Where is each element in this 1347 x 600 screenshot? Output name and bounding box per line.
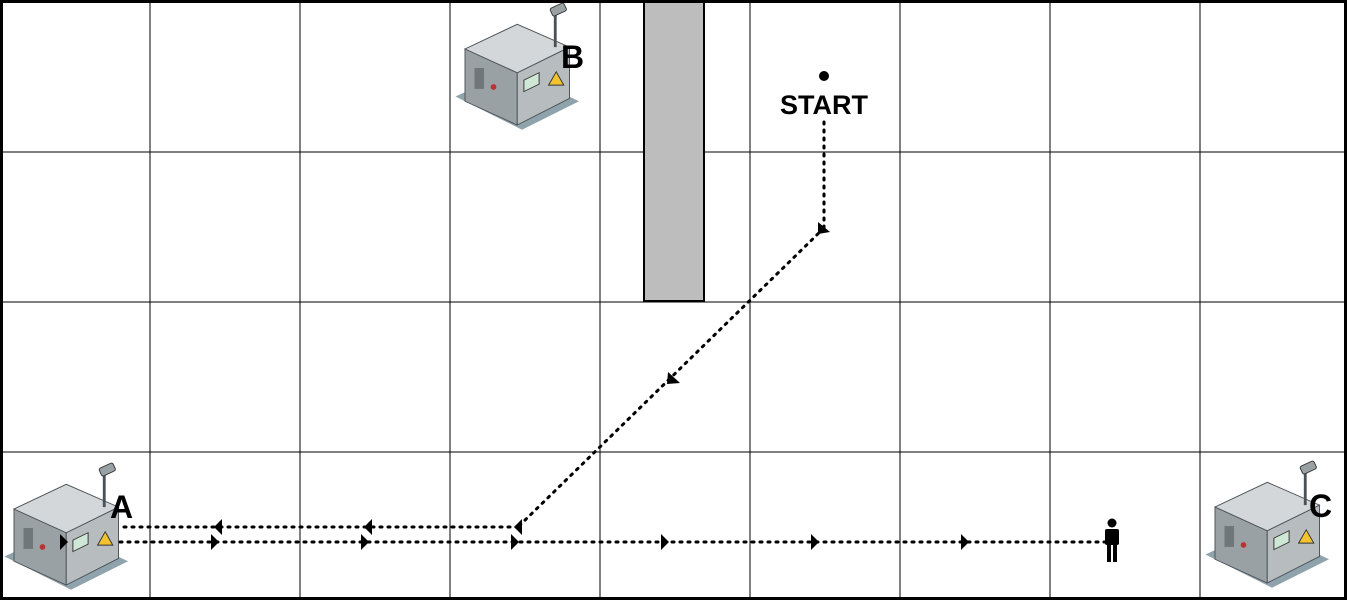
arrow-left-1 — [514, 519, 522, 535]
wall-obstacle — [643, 1, 705, 302]
arrow-diagonal — [667, 372, 680, 384]
arrow-right-6 — [811, 534, 819, 550]
robot-path — [118, 120, 1112, 544]
path-arrows — [60, 222, 969, 550]
arrow-right-5 — [661, 534, 669, 550]
arrow-left-2 — [364, 519, 372, 535]
arrow-right-1 — [60, 534, 68, 550]
arrow-right-3 — [361, 534, 369, 550]
machine-a-icon — [3, 461, 130, 592]
start-dot — [819, 71, 829, 81]
arrow-corner — [818, 222, 830, 234]
machine-b-label: B — [561, 39, 584, 75]
arrow-right-2 — [211, 534, 219, 550]
machine-c-label: C — [1309, 488, 1332, 524]
person-icon — [1105, 518, 1119, 562]
machine-c-icon — [1204, 459, 1331, 590]
machine-a-label: A — [110, 489, 133, 525]
arrow-right-4 — [511, 534, 519, 550]
start-label: START — [780, 90, 868, 120]
arrow-right-7 — [961, 534, 969, 550]
arrow-left-3 — [214, 519, 222, 535]
